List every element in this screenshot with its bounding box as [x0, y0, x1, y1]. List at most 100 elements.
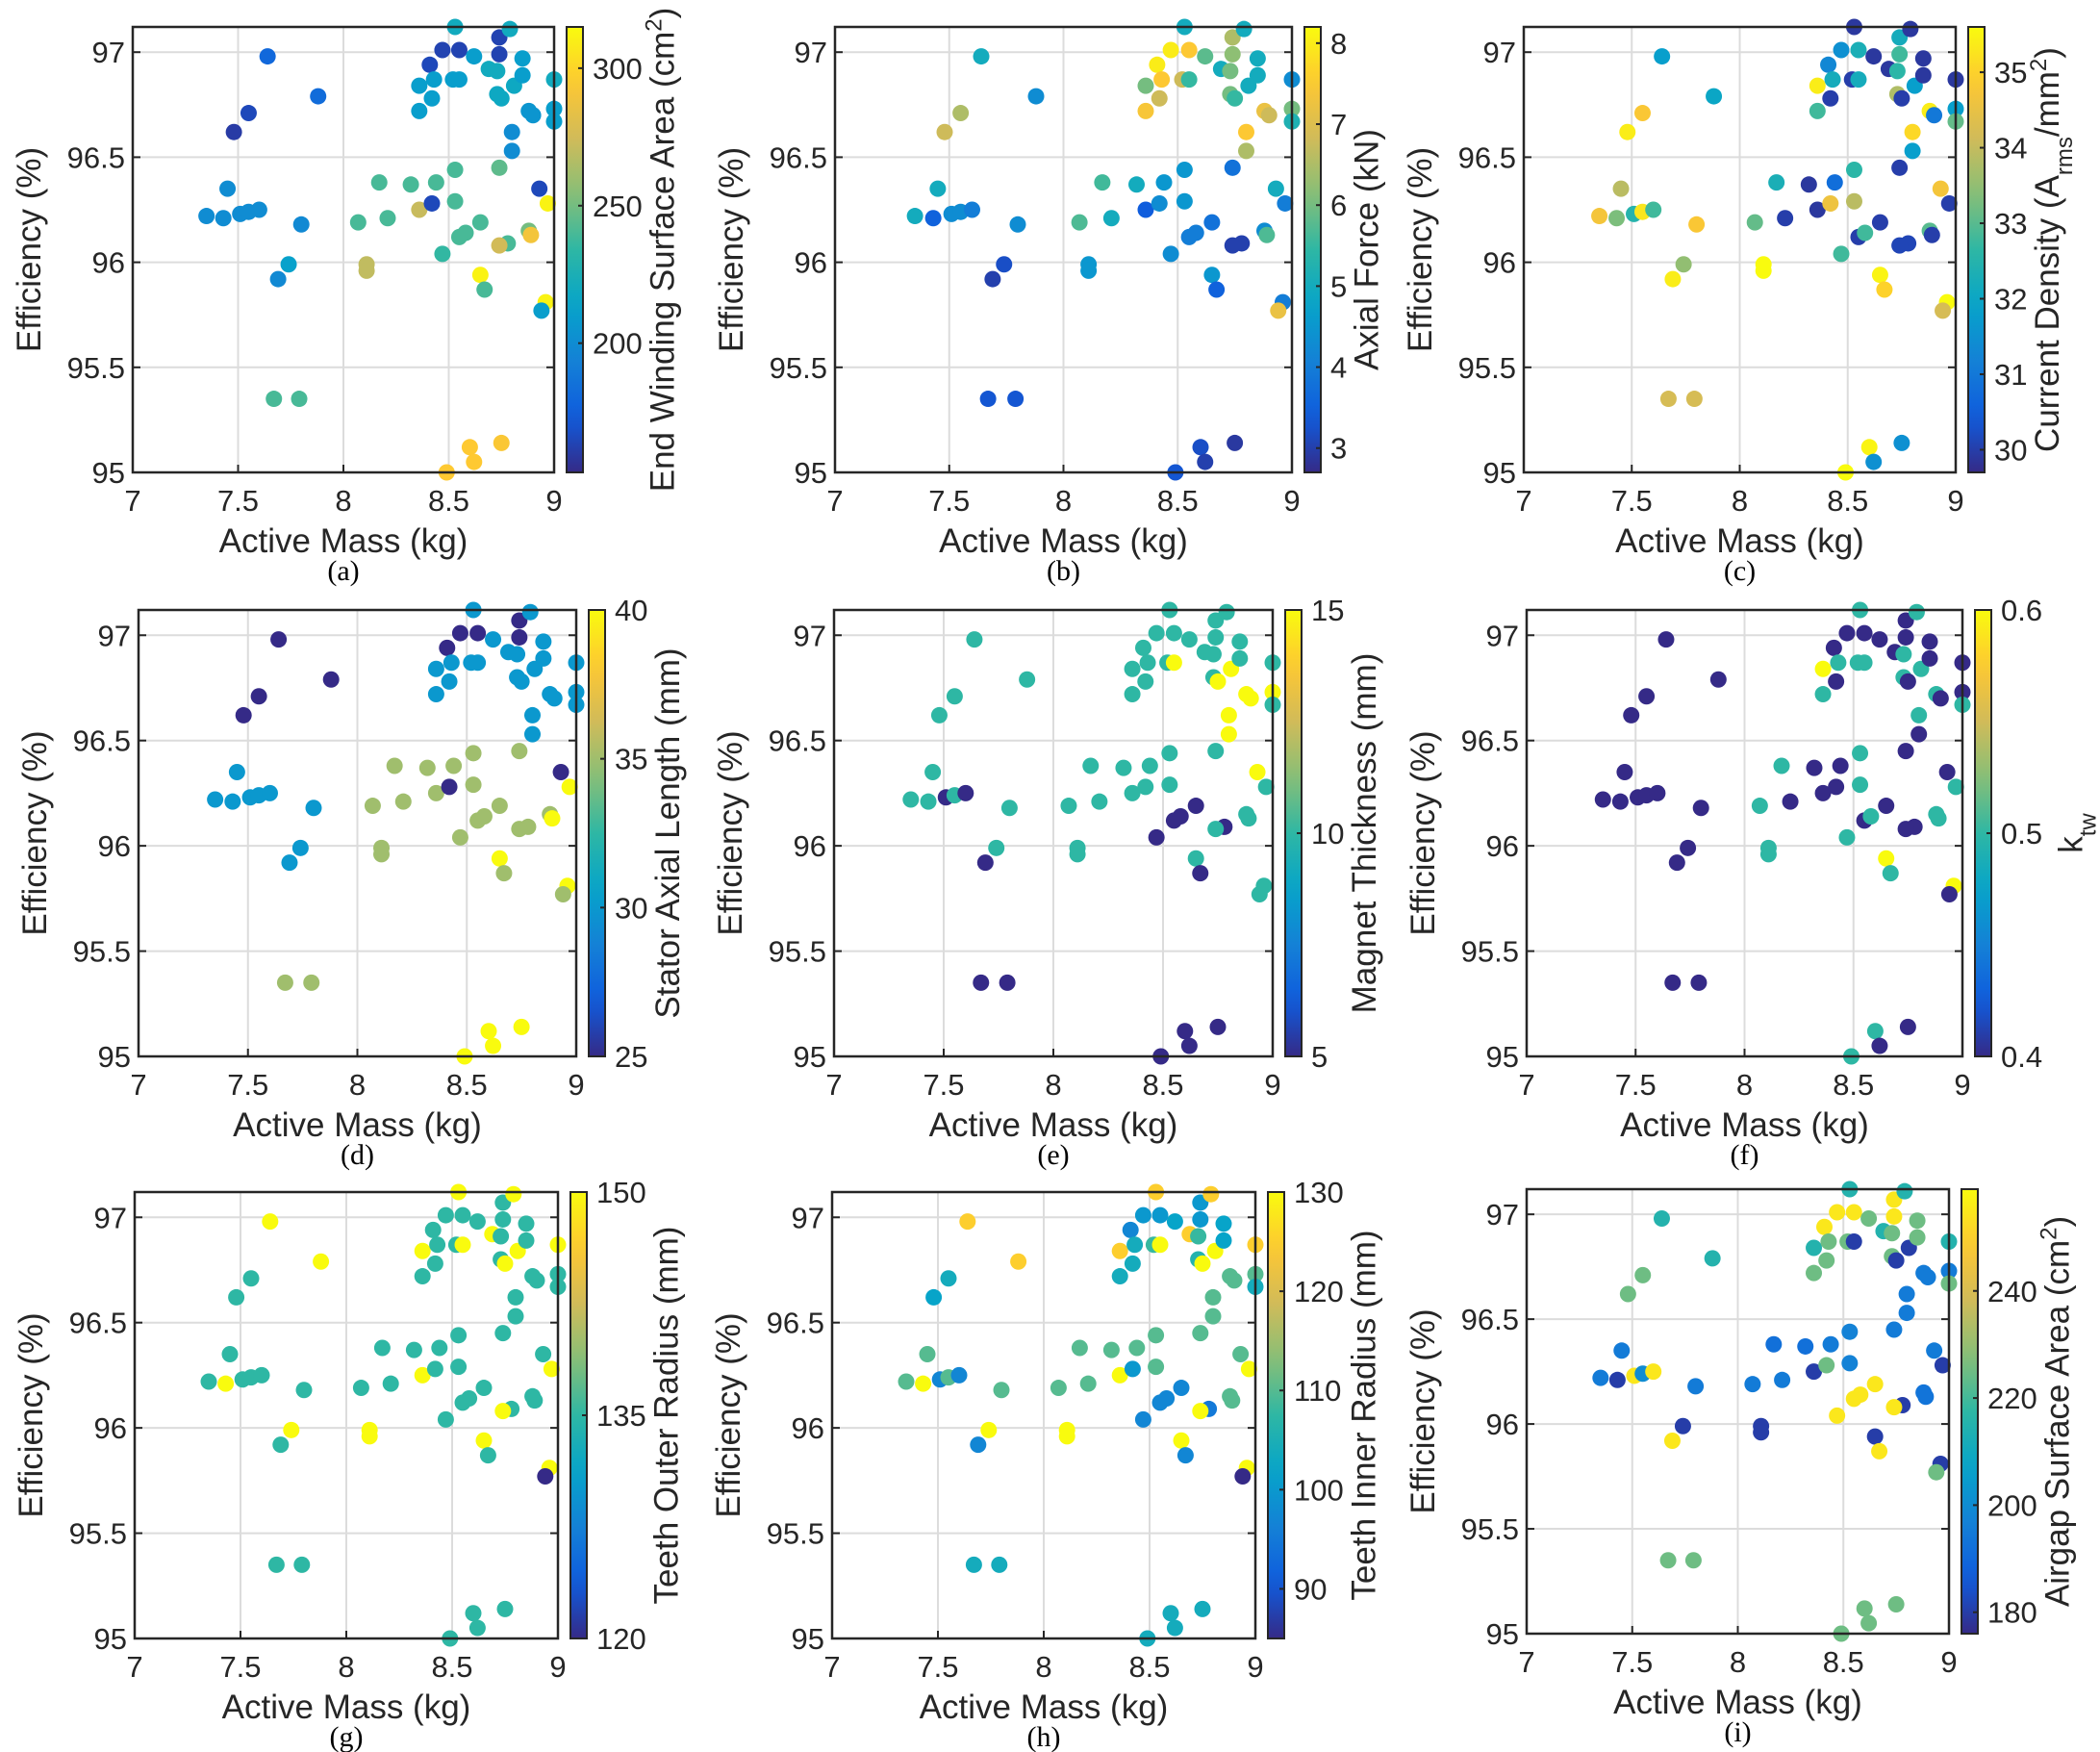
data-point [1668, 854, 1685, 872]
data-point [952, 105, 970, 122]
data-point [518, 1231, 535, 1249]
colorbar-label-part: Current Density (A [2029, 174, 2066, 452]
data-point [443, 654, 460, 672]
colorbar-tick-label: 30 [615, 891, 647, 925]
data-point [1166, 1619, 1183, 1637]
data-point [1891, 45, 1909, 63]
data-point [1161, 745, 1178, 762]
data-point [1645, 1363, 1662, 1381]
data-point [349, 214, 367, 231]
panel-label: (e) [1037, 1139, 1069, 1171]
data-point [1923, 226, 1940, 243]
data-point [1814, 660, 1832, 677]
data-point [1149, 56, 1166, 73]
data-point [1860, 439, 1878, 456]
x-tick-label: 7 [124, 484, 140, 518]
x-tick-label: 8 [1732, 484, 1748, 518]
data-point [1897, 821, 1914, 838]
colorbar-tick-label: 135 [596, 1399, 646, 1433]
data-point [1192, 1403, 1209, 1420]
x-tick-label: 7.5 [928, 484, 970, 518]
colorbar-tick-label: 31 [1994, 358, 2027, 392]
data-point [1137, 778, 1154, 796]
data-point [1659, 1552, 1677, 1569]
data-point [973, 974, 990, 991]
data-point [906, 208, 923, 225]
data-point [465, 776, 482, 794]
data-point [451, 624, 468, 642]
data-point [450, 41, 468, 59]
x-tick-label: 8.5 [431, 1650, 472, 1684]
y-axis-label: Efficiency (%) [1402, 147, 1439, 352]
data-point [1928, 1463, 1945, 1481]
data-point [1079, 1375, 1097, 1392]
data-point [1134, 1410, 1151, 1428]
data-point [535, 649, 552, 667]
data-point [533, 302, 550, 319]
data-point [1825, 639, 1842, 656]
y-tick-label: 95.5 [767, 1517, 824, 1551]
data-point [427, 174, 444, 191]
data-point [1619, 123, 1636, 140]
y-tick-label: 96.5 [73, 724, 131, 758]
data-point [1841, 1323, 1859, 1340]
data-point [1151, 194, 1168, 212]
data-point [364, 798, 381, 815]
x-tick-label: 8.5 [1142, 1068, 1183, 1102]
data-point [1257, 778, 1275, 796]
y-tick-label: 95.5 [770, 351, 827, 385]
colorbar-label: Stator Axial Length (mm) [649, 647, 687, 1018]
colorbar-tick-label: 110 [1294, 1374, 1341, 1408]
data-point [1139, 654, 1156, 672]
data-point [511, 821, 528, 838]
data-point [1249, 764, 1266, 781]
data-point [494, 1403, 512, 1420]
data-point [1194, 1600, 1211, 1617]
colorbar-label-part: Airgap Surface Area (cm [2039, 1240, 2077, 1607]
x-tick-label: 9 [1940, 1645, 1957, 1679]
data-point [1828, 673, 1845, 690]
data-point [1172, 807, 1189, 825]
y-tick-label: 96.5 [1461, 1303, 1519, 1336]
data-point [514, 66, 531, 84]
y-tick-label: 96 [92, 246, 125, 280]
colorbar-tick-label: 30 [1994, 433, 2027, 467]
data-point [528, 1272, 545, 1289]
data-point [919, 1346, 936, 1363]
y-tick-label: 95.5 [73, 935, 131, 969]
data-point [1218, 603, 1235, 621]
data-point [291, 391, 308, 408]
data-point [1917, 1388, 1935, 1406]
data-point [1124, 686, 1141, 703]
data-point [1887, 1252, 1905, 1269]
data-point [1645, 201, 1662, 218]
data-point [1187, 224, 1204, 241]
colorbar-label-part: Axial Force (kN) [1349, 129, 1386, 370]
data-point [1838, 624, 1856, 642]
data-point [1684, 1552, 1702, 1569]
data-point [1888, 63, 1906, 80]
colorbar-tick-label: 32 [1994, 283, 2027, 317]
data-point [1904, 142, 1921, 160]
y-tick-label: 96 [1486, 1408, 1519, 1441]
data-point [1797, 1337, 1814, 1355]
data-point [1899, 673, 1916, 690]
data-point [228, 1288, 245, 1306]
data-point [228, 764, 245, 781]
axes-box [833, 25, 1294, 474]
data-point [437, 1410, 454, 1428]
data-point [1137, 201, 1154, 218]
data-point [1203, 214, 1221, 231]
data-point [471, 267, 489, 284]
data-point [1134, 1206, 1151, 1224]
data-point [1926, 1342, 1943, 1359]
x-axis-label: Active Mass (kg) [233, 1106, 482, 1144]
data-point [1202, 1185, 1220, 1203]
data-point [437, 1206, 454, 1224]
panel-d: 7 7.5 8 8.5 9 95 95.5 96 96.5 97 Active Mass (kg) E… [16, 594, 687, 1171]
y-tick-label: 97 [94, 1201, 127, 1234]
axes-box [1525, 608, 1964, 1058]
data-point [1148, 1358, 1165, 1376]
data-point [1899, 1018, 1916, 1035]
axes-box [137, 608, 578, 1058]
